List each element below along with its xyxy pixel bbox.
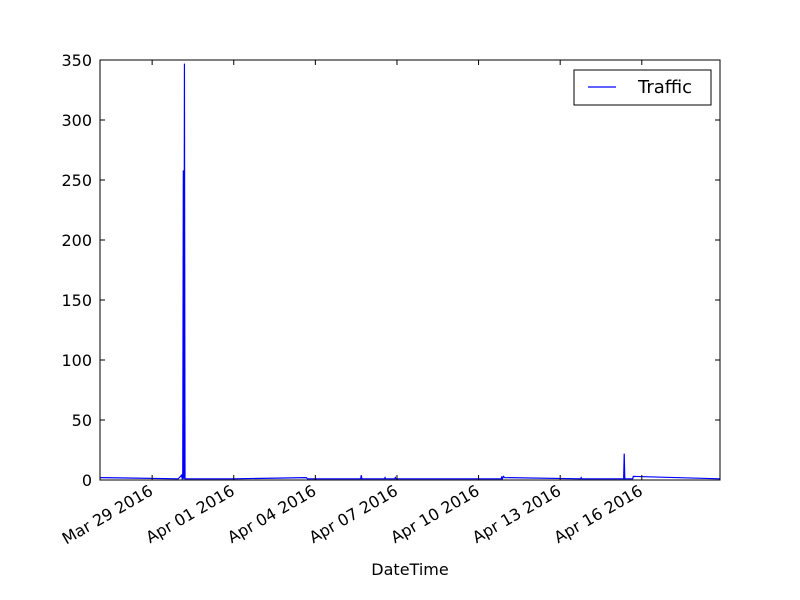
plot-area — [99, 63, 721, 481]
legend-label: Traffic — [637, 77, 692, 98]
y-tick-label: 50 — [72, 411, 92, 430]
x-axis-title: DateTime — [371, 560, 448, 579]
y-tick-label: 300 — [61, 111, 92, 130]
y-tick-label: 250 — [61, 171, 92, 190]
y-axis: 0 50 100 150 200 250 300 350 — [61, 51, 720, 490]
series-line-traffic — [99, 63, 721, 481]
axes-frame — [99, 59, 721, 481]
y-tick-label: 0 — [82, 471, 92, 490]
y-tick-label: 150 — [61, 291, 92, 310]
y-tick-label: 200 — [61, 231, 92, 250]
legend: Traffic — [573, 69, 712, 106]
y-tick-label: 100 — [61, 351, 92, 370]
y-tick-label: 350 — [61, 51, 92, 70]
